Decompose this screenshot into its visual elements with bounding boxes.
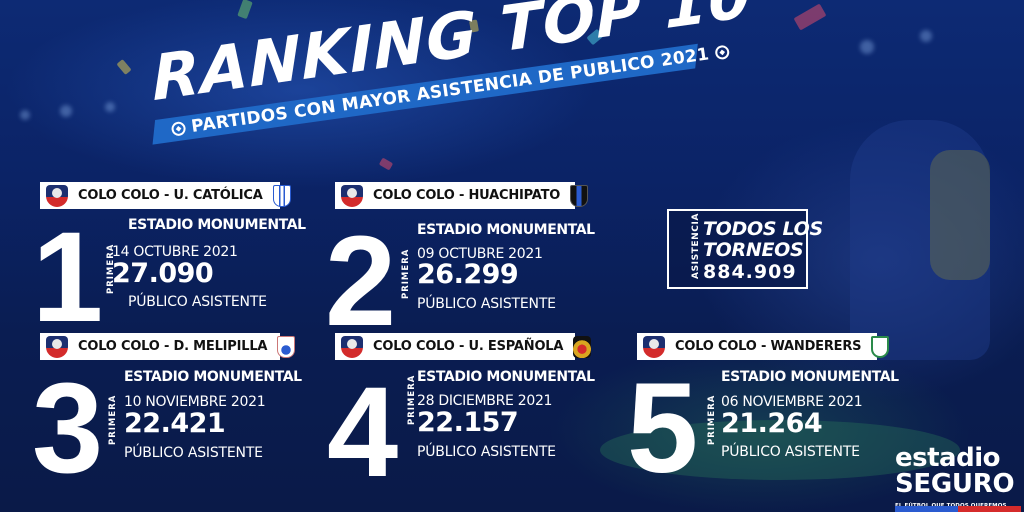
competition-label: PRIMERA <box>401 248 411 299</box>
flag-red <box>958 506 1021 512</box>
stadium-name: ESTADIO MONUMENTAL <box>721 369 899 385</box>
logo-line-2: SEGURO <box>895 469 1015 499</box>
flag-blue <box>895 506 958 512</box>
attendance-label: PÚBLICO ASISTENTE <box>128 294 267 310</box>
rank-number: 1 <box>32 206 103 349</box>
totals-value: 884.909 <box>703 261 797 283</box>
ranking-card-3: COLO COLO - D. MELIPILLA 3 PRIMERA ESTAD… <box>32 333 310 493</box>
match-bar: COLO COLO - U. CATÓLICA <box>40 182 291 209</box>
competition-label: PRIMERA <box>108 394 118 445</box>
attendance-count: 27.090 <box>112 258 214 289</box>
ranking-card-1: COLO COLO - U. CATÓLICA 1 PRIMERA ESTADI… <box>32 182 310 342</box>
rank-number: 3 <box>32 357 103 500</box>
u-espanola-crest-icon <box>573 335 592 358</box>
attendance-label: PÚBLICO ASISTENTE <box>721 444 860 460</box>
rank-number: 2 <box>325 210 396 353</box>
totals-box: ASISTENCIA TODOS LOS TORNEOS 884.909 <box>667 209 823 289</box>
stadium-name: ESTADIO MONUMENTAL <box>417 369 595 385</box>
fan-silhouette <box>850 120 990 360</box>
soccer-ball-icon <box>714 44 730 61</box>
match-bar: COLO COLO - D. MELIPILLA <box>40 333 296 360</box>
rank-number: 5 <box>627 357 698 500</box>
logo-line-1: estadio <box>895 443 1000 473</box>
stadium-name: ESTADIO MONUMENTAL <box>124 369 302 385</box>
huachipato-crest-icon <box>570 184 589 207</box>
totals-side-label: ASISTENCIA <box>691 212 701 279</box>
wanderers-crest-icon <box>871 335 890 358</box>
stadium-light <box>105 102 115 112</box>
competition-label: PRIMERA <box>707 394 717 445</box>
soccer-ball-icon <box>170 120 187 137</box>
match-label: COLO COLO - WANDERERS <box>675 339 862 354</box>
match-date: 09 OCTUBRE 2021 <box>417 246 543 262</box>
match-date: 28 DICIEMBRE 2021 <box>417 393 553 409</box>
colo-colo-crest-icon <box>46 335 68 358</box>
stadium-name: ESTADIO MONUMENTAL <box>417 222 595 238</box>
attendance-count: 22.421 <box>124 408 226 439</box>
pitch-glow <box>600 420 960 480</box>
colo-colo-crest-icon <box>341 184 363 207</box>
match-bar: COLO COLO - WANDERERS <box>637 333 890 360</box>
colo-colo-crest-icon <box>643 335 665 358</box>
match-date: 14 OCTUBRE 2021 <box>112 244 238 260</box>
confetti <box>116 59 132 75</box>
match-date: 10 NOVIEMBRE 2021 <box>124 394 266 410</box>
match-label: COLO COLO - HUACHIPATO <box>373 188 561 203</box>
colo-colo-crest-icon <box>341 335 363 358</box>
ranking-card-4: COLO COLO - U. ESPAÑOLA 4 PRIMERA ESTADI… <box>327 333 605 497</box>
confetti <box>793 3 827 31</box>
stadium-light <box>60 105 72 117</box>
ranking-card-5: COLO COLO - WANDERERS 5 PRIMERA ESTADIO … <box>627 333 907 493</box>
stadium-light <box>920 30 932 42</box>
u-catolica-crest-icon <box>272 184 291 207</box>
match-bar: COLO COLO - U. ESPAÑOLA <box>335 333 592 360</box>
totals-line-1: TODOS LOS <box>703 218 823 240</box>
stadium-light <box>20 110 30 120</box>
confetti <box>378 157 394 171</box>
d-melipilla-crest-icon <box>277 335 296 358</box>
ranking-card-2: COLO COLO - HUACHIPATO 2 PRIMERA ESTADIO… <box>325 182 605 346</box>
attendance-count: 26.299 <box>417 259 519 290</box>
stadium-name: ESTADIO MONUMENTAL <box>128 217 306 233</box>
match-label: COLO COLO - U. CATÓLICA <box>78 188 263 203</box>
attendance-label: PÚBLICO ASISTENTE <box>124 445 263 461</box>
match-label: COLO COLO - D. MELIPILLA <box>78 339 268 354</box>
match-bar: COLO COLO - HUACHIPATO <box>335 182 589 209</box>
rank-number: 4 <box>327 361 398 504</box>
match-label: COLO COLO - U. ESPAÑOLA <box>373 339 564 354</box>
attendance-label: PÚBLICO ASISTENTE <box>417 296 556 312</box>
stadium-light <box>860 40 874 54</box>
match-date: 06 NOVIEMBRE 2021 <box>721 394 863 410</box>
attendance-count: 21.264 <box>721 408 823 439</box>
competition-label: PRIMERA <box>407 374 417 425</box>
fan-shirt <box>930 150 990 280</box>
attendance-label: PÚBLICO ASISTENTE <box>417 444 556 460</box>
estadio-seguro-logo: estadio SEGURO EL FÚTBOL QUE TODOS QUERE… <box>895 445 1021 509</box>
flag-stripe <box>895 506 1021 512</box>
title-block: RANKING TOP 10 PARTIDOS CON MAYOR ASISTE… <box>139 0 753 162</box>
colo-colo-crest-icon <box>46 184 68 207</box>
attendance-count: 22.157 <box>417 407 519 438</box>
totals-line-2: TORNEOS <box>703 239 804 261</box>
